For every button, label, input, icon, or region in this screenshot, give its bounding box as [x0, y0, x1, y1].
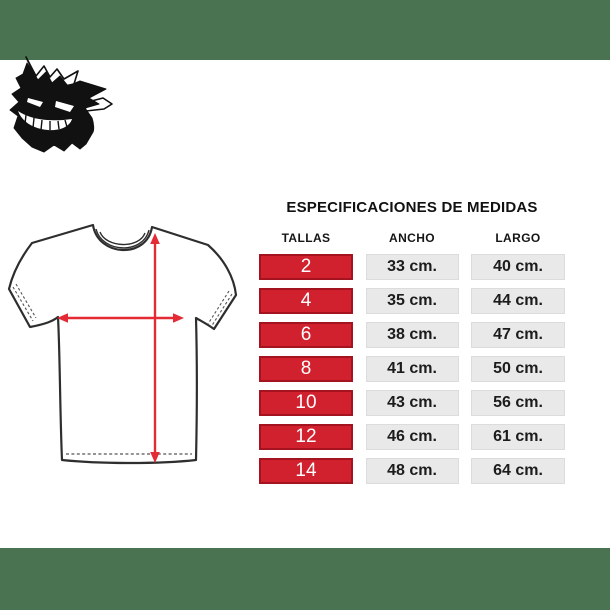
gengar-silhouette-icon — [9, 56, 113, 153]
right-eye — [55, 101, 74, 112]
specs-title: ESPECIFICACIONES DE MEDIDAS — [286, 199, 538, 216]
size-cell: 14 — [259, 458, 353, 484]
table-row: 2 33 cm. 40 cm. — [259, 254, 565, 280]
largo-cell: 44 cm. — [471, 288, 565, 314]
column-header-largo: LARGO — [495, 231, 541, 245]
tshirt-measurement-diagram — [7, 223, 238, 465]
largo-cell: 64 cm. — [471, 458, 565, 484]
table-row: 4 35 cm. 44 cm. — [259, 288, 565, 314]
table-row: 10 43 cm. 56 cm. — [259, 390, 565, 416]
ancho-cell: 43 cm. — [365, 390, 459, 416]
ancho-cell: 35 cm. — [365, 288, 459, 314]
table-row: 14 48 cm. 64 cm. — [259, 458, 565, 484]
largo-cell: 40 cm. — [471, 254, 565, 280]
size-cell: 8 — [259, 356, 353, 382]
ancho-cell: 38 cm. — [365, 322, 459, 348]
left-cuff-stitching — [12, 283, 37, 322]
size-cell: 10 — [259, 390, 353, 416]
size-table-body: 2 33 cm. 40 cm. 4 35 cm. 44 cm. 6 38 cm.… — [259, 254, 565, 484]
size-cell: 12 — [259, 424, 353, 450]
shirt-outline — [7, 223, 238, 465]
column-header-tallas: TALLAS — [281, 231, 331, 245]
table-row: 12 46 cm. 61 cm. — [259, 424, 565, 450]
size-specifications: ESPECIFICACIONES DE MEDIDAS TALLAS ANCHO… — [259, 199, 565, 492]
largo-cell: 50 cm. — [471, 356, 565, 382]
largo-cell: 47 cm. — [471, 322, 565, 348]
width-arrow — [57, 313, 184, 323]
table-row: 8 41 cm. 50 cm. — [259, 356, 565, 382]
ancho-cell: 33 cm. — [365, 254, 459, 280]
right-cuff-stitching — [207, 290, 233, 328]
length-arrow — [150, 233, 160, 463]
table-row: 6 38 cm. 47 cm. — [259, 322, 565, 348]
largo-cell: 61 cm. — [471, 424, 565, 450]
teeth-lines — [24, 114, 68, 131]
left-eye — [27, 98, 43, 107]
largo-cell: 56 cm. — [471, 390, 565, 416]
ancho-cell: 48 cm. — [365, 458, 459, 484]
size-cell: 6 — [259, 322, 353, 348]
size-cell: 4 — [259, 288, 353, 314]
collar-ribbing — [95, 228, 150, 249]
top-green-band — [0, 0, 610, 60]
ancho-cell: 41 cm. — [365, 356, 459, 382]
column-header-ancho: ANCHO — [389, 231, 435, 245]
table-header: TALLAS ANCHO LARGO — [259, 231, 565, 245]
bottom-green-band — [0, 548, 610, 610]
ancho-cell: 46 cm. — [365, 424, 459, 450]
size-cell: 2 — [259, 254, 353, 280]
